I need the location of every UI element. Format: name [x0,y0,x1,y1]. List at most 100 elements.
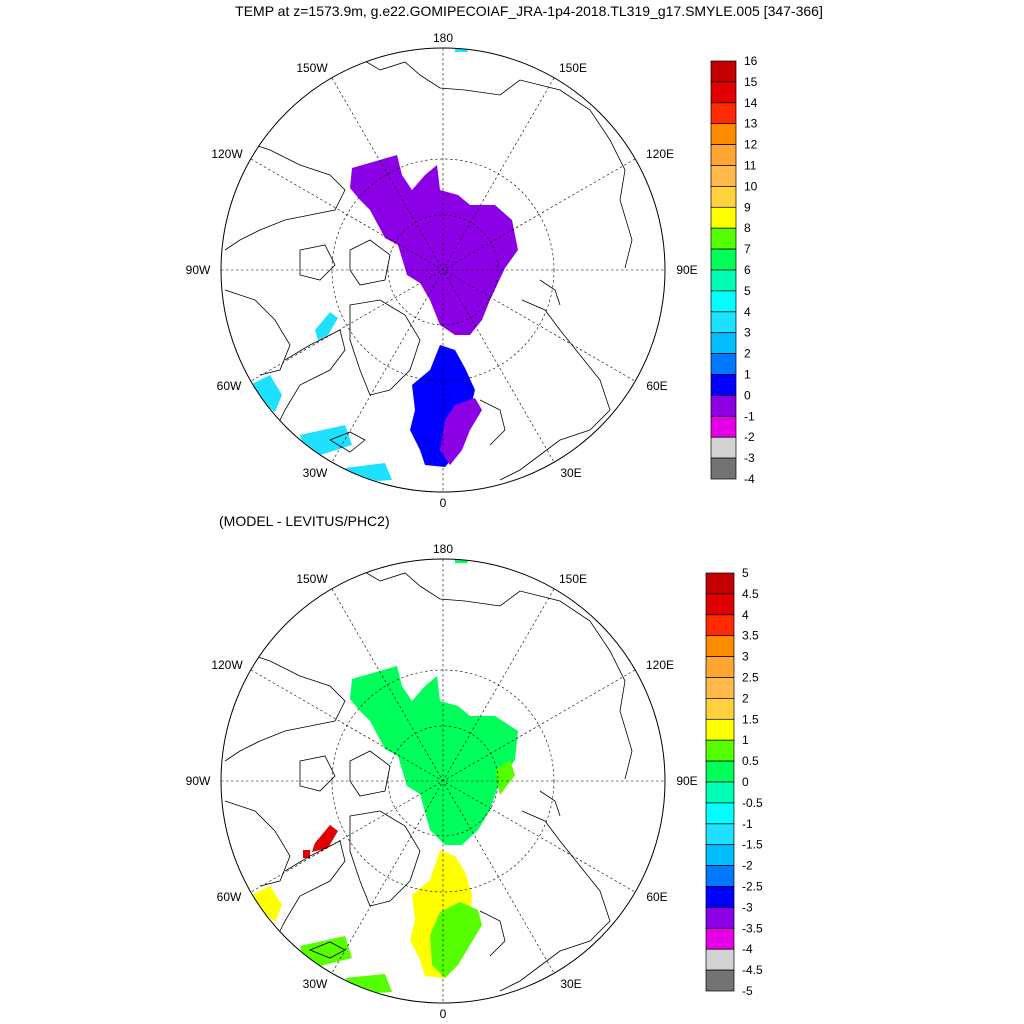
colorbar-label: 1 [742,733,749,747]
colorbar-label: -1 [744,409,755,423]
lon-label-60w: 60W [217,379,242,393]
colorbar-swatch [710,102,737,125]
colorbar-swatch [710,374,737,396]
lon-label-150w: 150W [296,572,328,586]
coastlines-bottom [224,568,633,992]
colorbar-swatch [710,227,737,250]
lon-label-150e: 150E [559,61,587,75]
colorbar-swatch [705,739,735,762]
colorbar-label: 14 [744,96,758,110]
colorbar-swatch [710,457,737,480]
lon-label-120w: 120W [211,658,243,672]
colorbar-label: -1 [742,817,753,831]
colorbar-swatch [705,802,735,825]
colorbar-label: -5 [742,984,753,998]
colorbar-label: 6 [744,263,751,277]
lon-label-60w: 60W [217,890,242,904]
lon-label-120w: 120W [211,147,243,161]
colorbar-label: 13 [744,117,758,131]
colorbar-label: 3 [742,650,749,664]
colorbar-label: -2 [744,430,755,444]
colorbar-label: 3 [744,326,751,340]
lon-label-30e: 30E [560,977,581,991]
coastlines [224,57,633,481]
colorbar-swatch [705,781,735,804]
field-nordic-seas [410,345,475,467]
field-norwegian-sea [440,398,482,465]
colorbar-label: -4 [744,472,755,486]
colorbar-label: 11 [744,159,757,173]
lon-label-0: 0 [440,1007,447,1021]
colorbar-label: 10 [744,179,758,193]
polar-map-top: 180 150W 150E 120W 120E 90W 90E 60W 60E … [186,31,758,510]
field-irminger-sea [300,425,352,455]
colorbar-label: -1.5 [742,838,763,852]
lon-label-0: 0 [440,496,447,510]
lon-label-90e: 90E [676,774,697,788]
colorbar-swatch [705,886,735,908]
lon-label-150w: 150W [296,61,328,75]
colorbar-swatch [705,572,735,595]
colorbar-swatch [705,593,735,616]
field-baffin-bay-diff [312,825,338,852]
colorbar-swatch [710,186,737,208]
longitude-labels-bottom: 180 150W 150E 120W 120E 90W 90E 60W 60E … [186,542,698,1021]
colorbar-label: 1.5 [742,712,759,726]
colorbar-label: 16 [744,54,758,68]
colorbar-label: -4.5 [742,963,763,977]
colorbar-label: 2 [742,691,749,705]
colorbar-label: 2 [744,347,751,361]
colorbar-swatch [710,311,737,334]
lon-label-60e: 60E [646,890,667,904]
colorbar-swatch [710,332,737,354]
lon-label-90w: 90W [186,774,211,788]
colorbar-label: 5 [744,284,751,298]
colorbar-label: -3 [744,451,755,465]
colorbar-label: 0.5 [742,754,759,768]
field-eurasian-diff [495,760,515,795]
colorbar-swatch [705,907,735,929]
lon-label-150e: 150E [559,572,587,586]
polar-map-bottom: 180 150W 150E 120W 120E 90W 90E 60W 60E … [186,542,763,1021]
field-arctic-basin [350,155,518,335]
colorbar-swatch [705,865,735,887]
colorbar-swatch [710,269,737,292]
lon-label-30w: 30W [303,466,328,480]
colorbar-label: 3.5 [742,629,759,643]
colorbar-label: 0 [744,388,751,402]
lon-label-90e: 90E [676,263,697,277]
colorbar-label: -3 [742,900,753,914]
field-labrador-sea [250,375,282,412]
field-baffin-bay [315,312,338,340]
longitude-labels: 180 150W 150E 120W 120E 90W 90E 60W 60E … [186,31,698,510]
lon-label-120e: 120E [646,147,674,161]
colorbar-label: 15 [744,75,758,89]
field-baffin-dot-diff [303,850,310,858]
colorbar-swatch [705,614,735,637]
colorbar-label: 8 [744,221,751,235]
lon-label-180: 180 [433,31,453,45]
colorbar-label: 4 [744,305,751,319]
colorbar-swatch [710,415,737,438]
colorbar-swatch [705,760,735,783]
field-arctic-basin-diff [350,666,518,845]
colorbar-label: 4.5 [742,587,759,601]
lon-label-180: 180 [433,542,453,556]
lon-label-90w: 90W [186,263,211,277]
colorbar-label: 9 [744,200,751,214]
colorbar-swatch [710,123,737,145]
colorbar-swatch [705,969,735,992]
colorbar-label: 4 [742,608,749,622]
colorbar-label: 2.5 [742,671,759,685]
colorbar-swatch [705,948,735,971]
colorbar-swatch [710,353,737,375]
main-title: TEMP at z=1573.9m, g.e22.GOMIPECOIAF_JRA… [235,3,823,19]
colorbar-swatch [705,927,735,950]
colorbar-label: 12 [744,138,758,152]
graticule [220,47,666,493]
colorbar-swatch [705,718,735,741]
lon-label-30w: 30W [303,977,328,991]
colorbar-swatch [710,436,737,459]
